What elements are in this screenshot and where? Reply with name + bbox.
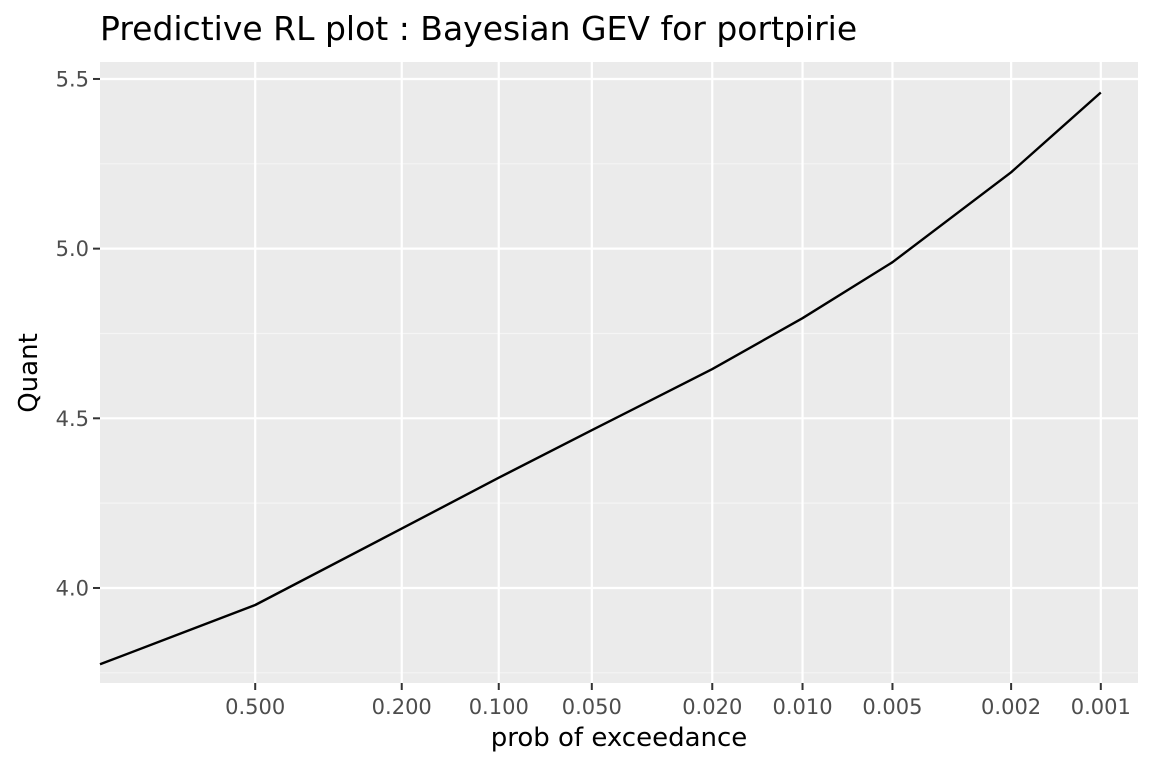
x-tick-label: 0.050 xyxy=(562,695,622,719)
x-tick-label: 0.020 xyxy=(682,695,742,719)
x-tick-label: 0.100 xyxy=(469,695,529,719)
x-tick-label: 0.200 xyxy=(372,695,432,719)
x-tick-label: 0.010 xyxy=(772,695,832,719)
x-tick-label: 0.002 xyxy=(981,695,1041,719)
minor-gridlines xyxy=(100,163,1138,674)
x-axis: 0.500 0.200 0.100 0.050 0.020 0.010 0.005 0.002… xyxy=(225,683,1131,719)
major-gridlines xyxy=(100,62,1138,683)
y-tick-label: 4.0 xyxy=(56,576,89,600)
y-axis: 4.0 4.5 5.0 5.5 xyxy=(56,67,100,600)
series-layer xyxy=(99,91,1102,666)
plot-panel xyxy=(100,62,1138,683)
chart-title: Predictive RL plot : Bayesian GEV for po… xyxy=(100,9,857,48)
y-tick-label: 5.5 xyxy=(56,67,89,91)
x-tick-label: 0.005 xyxy=(862,695,922,719)
x-axis-title: prob of exceedance xyxy=(491,723,748,753)
y-axis-title: Quant xyxy=(14,333,44,413)
x-tick-label: 0.500 xyxy=(225,695,285,719)
series-line xyxy=(99,91,1102,666)
y-tick-label: 4.5 xyxy=(56,407,89,431)
y-tick-label: 5.0 xyxy=(56,237,89,261)
x-tick-label: 0.001 xyxy=(1071,695,1131,719)
